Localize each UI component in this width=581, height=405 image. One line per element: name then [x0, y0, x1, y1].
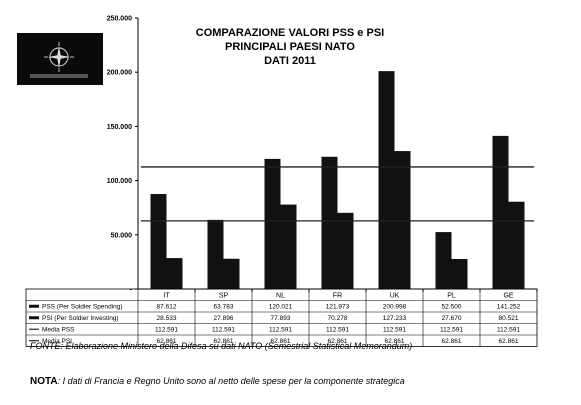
data-table-cell: 120.021 [269, 304, 293, 311]
legend-entry: PSI (Per Soldier Investing) [42, 315, 119, 322]
legend-entry: Media PSI [42, 338, 72, 345]
x-tick-label: UK [390, 292, 400, 299]
data-table-cell: 70.278 [328, 315, 348, 322]
y-tick-label: 200.000 [107, 70, 132, 77]
legend-swatch [29, 316, 39, 320]
data-table-cell: 62.861 [499, 338, 519, 345]
data-table-cell: 112.591 [155, 327, 178, 334]
data-table-cell: 127.233 [383, 315, 407, 322]
data-table-cell: 62.861 [328, 338, 348, 345]
chart-title-line-3: DATI 2011 [264, 55, 316, 67]
data-table-cell: 27.896 [214, 315, 234, 322]
y-tick-label: - [130, 287, 133, 294]
chart-title: COMPARAZIONE VALORI PSS e PSI PRINCIPALI… [196, 27, 384, 67]
bar-pss [264, 158, 281, 289]
data-table-cell: 77.893 [271, 315, 291, 322]
legend-swatch [29, 304, 39, 308]
data-table-cell: 112.591 [269, 327, 292, 334]
data-table-cell: 141.252 [497, 304, 521, 311]
bar-psi [337, 212, 354, 289]
bar-pss [435, 232, 452, 289]
data-table-cell: 112.591 [383, 327, 406, 334]
bar-psi [508, 201, 525, 289]
data-table-cell: 27.670 [442, 315, 462, 322]
source-caption: FONTE: Elaborazione Ministero della Dife… [30, 341, 413, 351]
data-table-cell: 87.612 [157, 304, 177, 311]
data-table: IT SP NL FR UK PL GE PSS (Per Soldier Spending)… [25, 288, 538, 347]
data-table-cell: 62.861 [271, 338, 291, 345]
y-tick-label: 100.000 [107, 178, 132, 185]
data-table-cell: 52.500 [442, 304, 462, 311]
bar-pss [150, 194, 167, 289]
legend-entry: Media PSS [42, 327, 75, 334]
data-table-cell: 112.591 [212, 327, 235, 334]
bar-psi [280, 204, 297, 289]
chart-title-line-1: COMPARAZIONE VALORI PSS e PSI [196, 27, 384, 39]
data-table-cell: 62.861 [214, 338, 234, 345]
x-tick-label: IT [163, 292, 170, 299]
y-tick-label: 250.000 [107, 16, 132, 23]
data-table-cell: 62.861 [385, 338, 405, 345]
data-table-cell: 112.591 [497, 327, 520, 334]
bar-psi [166, 258, 183, 289]
bar-pss [492, 135, 509, 289]
x-tick-label: NL [276, 292, 285, 299]
bar-pss [207, 219, 224, 289]
data-table-cell: 62.861 [157, 338, 177, 345]
bar-pss [321, 156, 338, 289]
data-table-frame [25, 288, 538, 347]
footnote-label: NOTA [30, 376, 58, 387]
data-table-cell: 62.861 [442, 338, 462, 345]
y-tick-label: 50.000 [111, 232, 133, 239]
x-tick-label: PL [447, 292, 456, 299]
nato-compass-emblem-icon [17, 33, 103, 85]
data-table-cell: 112.591 [440, 327, 463, 334]
footnote: NOTA: I dati di Francia e Regno Unito so… [30, 376, 570, 387]
data-table-cell: 121.973 [326, 304, 350, 311]
data-table-cell: 80.521 [499, 315, 519, 322]
footnote-text: : I dati di Francia e Regno Unito sono a… [57, 376, 405, 386]
data-table-cell: 200.998 [383, 304, 407, 311]
legend-entry: PSS (Per Soldier Spending) [42, 304, 123, 311]
x-tick-label: FR [333, 292, 342, 299]
data-table-cell: 112.591 [326, 327, 349, 334]
y-tick-label: 150.000 [107, 124, 132, 131]
data-table-cell: 28.533 [157, 315, 177, 322]
bar-pss [378, 71, 395, 290]
bar-psi [223, 258, 240, 289]
x-tick-label: GE [503, 292, 513, 299]
bar-psi [451, 259, 468, 289]
bar-psi [394, 151, 411, 289]
chart-title-line-2: PRINCIPALI PAESI NATO [225, 41, 355, 53]
data-table-cell: 63.783 [214, 304, 234, 311]
plot-area [140, 71, 538, 292]
x-tick-label: SP [219, 292, 229, 299]
